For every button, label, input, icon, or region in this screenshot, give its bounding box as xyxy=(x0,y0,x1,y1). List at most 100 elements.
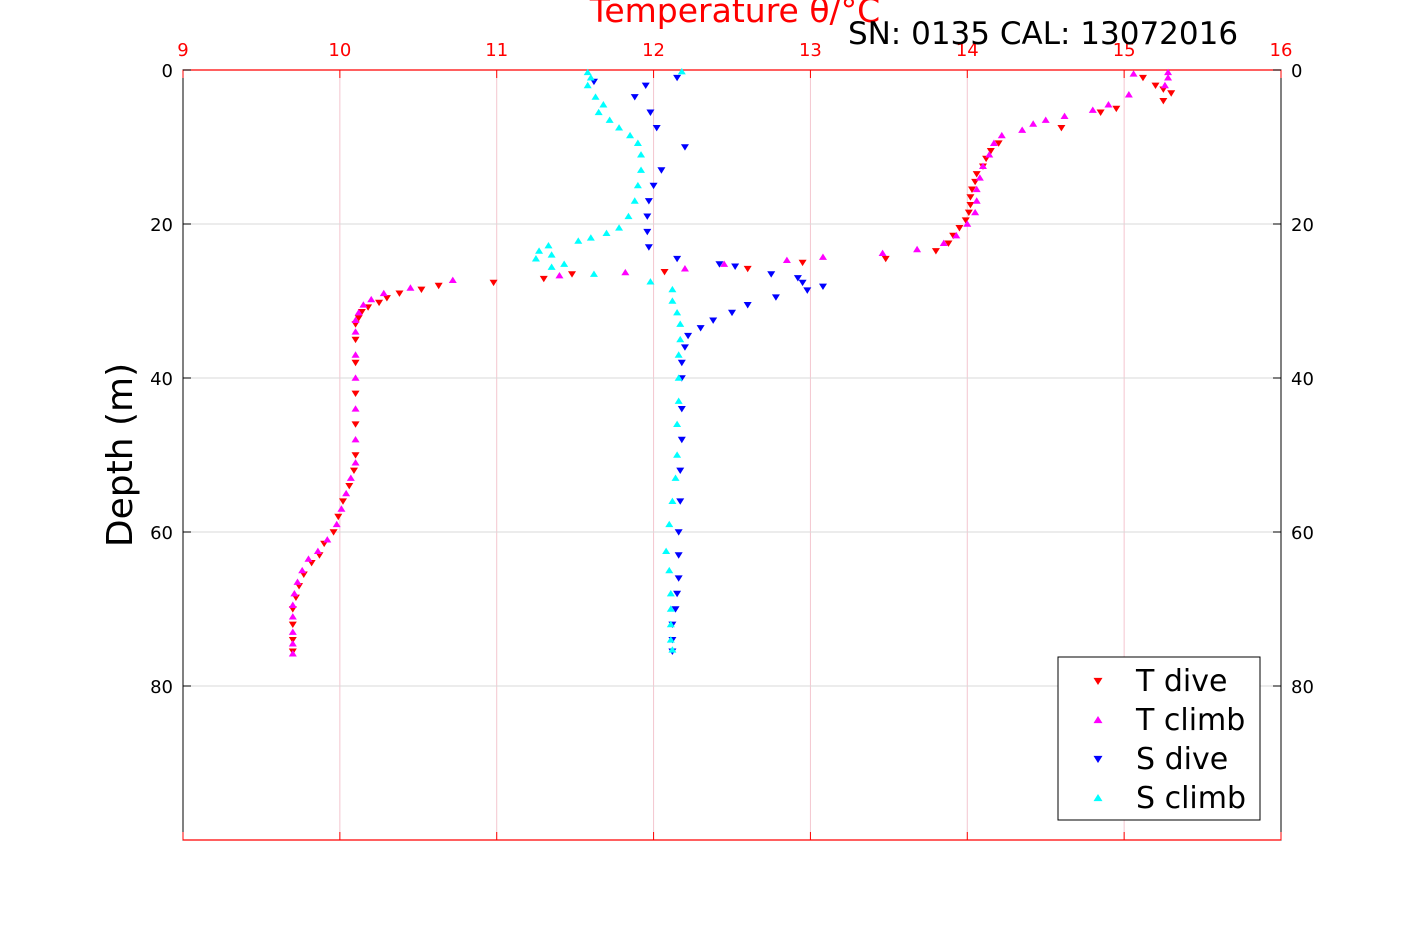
data-point xyxy=(680,144,689,151)
data-point xyxy=(677,436,686,444)
data-point xyxy=(1164,74,1173,81)
data-point xyxy=(1138,74,1147,82)
data-point xyxy=(660,268,669,276)
data-point xyxy=(288,621,297,628)
data-point xyxy=(673,590,682,598)
serial-annotation: SN: 0135 CAL: 13072016 xyxy=(848,16,1238,52)
data-point xyxy=(657,167,666,174)
data-point xyxy=(955,225,964,232)
data-point xyxy=(963,220,972,227)
data-point xyxy=(671,474,680,481)
data-points xyxy=(288,67,1176,657)
data-point xyxy=(952,231,961,239)
data-point xyxy=(720,260,729,267)
y-tick-label-right: 80 xyxy=(1291,677,1314,698)
data-point xyxy=(417,286,426,294)
data-point xyxy=(351,374,360,381)
data-point xyxy=(1164,68,1173,76)
data-point xyxy=(731,263,740,270)
x-tick-label: 12 xyxy=(642,40,665,61)
data-point xyxy=(337,505,346,512)
data-point xyxy=(673,74,682,82)
y-tick-label-right: 60 xyxy=(1291,523,1314,544)
data-point xyxy=(594,108,603,116)
data-point xyxy=(674,575,683,582)
data-point xyxy=(615,224,624,231)
data-point xyxy=(989,139,998,146)
data-point xyxy=(676,498,685,505)
data-point xyxy=(583,68,592,76)
data-point xyxy=(677,67,686,75)
data-point xyxy=(1057,124,1066,132)
data-point xyxy=(342,489,351,497)
data-point xyxy=(668,285,677,293)
data-point xyxy=(345,483,354,490)
data-point xyxy=(972,185,981,193)
data-point xyxy=(1124,91,1133,98)
data-point xyxy=(1112,105,1121,113)
data-point xyxy=(1088,106,1097,113)
data-point xyxy=(671,606,680,613)
data-point xyxy=(574,237,583,244)
data-point xyxy=(676,335,685,343)
data-point xyxy=(586,74,595,81)
data-point xyxy=(666,590,675,597)
data-point xyxy=(641,82,650,89)
data-point xyxy=(334,513,343,521)
data-point xyxy=(351,351,360,358)
data-point xyxy=(994,140,1003,147)
data-point xyxy=(346,474,355,481)
data-point xyxy=(615,124,624,131)
data-point xyxy=(803,287,812,294)
data-point xyxy=(673,420,682,427)
data-point xyxy=(560,260,569,267)
y-tick-label-right: 40 xyxy=(1291,369,1314,390)
data-point xyxy=(644,198,653,205)
data-point xyxy=(323,536,332,543)
data-point xyxy=(1159,98,1168,105)
data-point xyxy=(589,270,598,277)
data-point xyxy=(798,259,807,267)
data-point xyxy=(793,275,802,282)
data-point xyxy=(359,301,368,308)
data-point xyxy=(709,317,718,324)
data-point xyxy=(674,397,683,404)
data-point xyxy=(715,261,724,268)
data-point xyxy=(931,248,940,255)
legend-marker xyxy=(1093,755,1103,764)
data-point xyxy=(351,336,360,344)
legend-label: T climb xyxy=(1135,703,1245,738)
y-tick-label-right: 0 xyxy=(1291,61,1302,82)
y-tick-label-left: 40 xyxy=(150,369,173,390)
data-point xyxy=(544,241,553,249)
data-point xyxy=(434,282,443,290)
x-tick-label: 14 xyxy=(956,40,979,61)
data-point xyxy=(293,578,302,585)
data-point xyxy=(1151,82,1160,89)
x-tick-label: 9 xyxy=(177,40,188,61)
x-tick-label: 15 xyxy=(1113,40,1136,61)
data-point xyxy=(680,265,689,272)
data-point xyxy=(939,239,948,247)
data-point xyxy=(357,308,366,316)
data-point xyxy=(547,263,556,270)
data-point xyxy=(1129,70,1138,77)
data-point xyxy=(677,406,686,413)
y-tick-label-left: 60 xyxy=(150,523,173,544)
data-point xyxy=(767,271,776,278)
data-point xyxy=(643,228,652,236)
data-point xyxy=(605,116,614,123)
data-point xyxy=(676,320,685,327)
data-point xyxy=(966,194,975,201)
data-point xyxy=(961,217,970,224)
data-point xyxy=(547,251,556,258)
data-point xyxy=(680,344,689,351)
data-point xyxy=(395,290,404,297)
data-point xyxy=(351,459,360,466)
data-point xyxy=(674,552,683,559)
data-point xyxy=(531,255,540,262)
y-tick-label-right: 20 xyxy=(1291,215,1314,236)
data-point xyxy=(351,405,360,412)
data-point xyxy=(1104,101,1113,108)
